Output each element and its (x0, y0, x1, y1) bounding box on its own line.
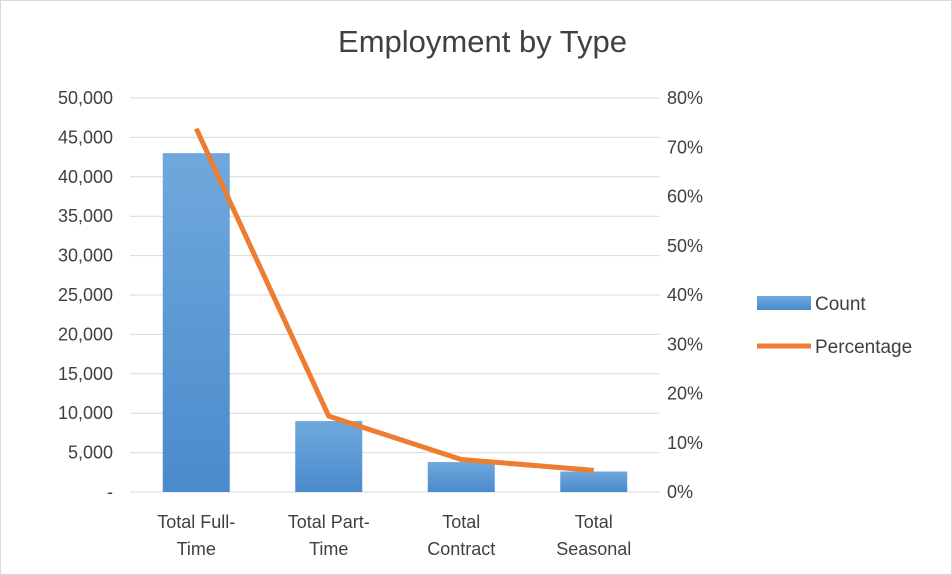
category-label: Contract (427, 539, 495, 559)
right-tick-label: 40% (667, 285, 703, 305)
legend-label-percentage: Percentage (815, 337, 912, 358)
right-tick-label: 10% (667, 433, 703, 453)
left-tick-label: 35,000 (58, 206, 113, 226)
left-tick-label: 25,000 (58, 285, 113, 305)
category-label: Total (575, 512, 613, 532)
right-tick-label: 70% (667, 137, 703, 157)
right-tick-label: 0% (667, 482, 693, 502)
left-tick-label: 15,000 (58, 364, 113, 384)
legend: Count Percentage (757, 294, 912, 358)
left-tick-label: 5,000 (68, 443, 113, 463)
legend-swatch-count (757, 296, 811, 310)
left-tick-label: 30,000 (58, 246, 113, 266)
left-tick-label: 45,000 (58, 127, 113, 147)
right-tick-label: 60% (667, 187, 703, 207)
bar-count (295, 421, 363, 492)
right-tick-label: 30% (667, 334, 703, 354)
left-tick-label: 20,000 (58, 324, 113, 344)
chart-title: Employment by Type (338, 24, 627, 59)
category-label: Total Part- (288, 512, 370, 532)
left-tick-label: - (107, 482, 113, 502)
right-tick-label: 20% (667, 384, 703, 404)
category-axis: Total Full- Time Total Part- Time Total Contr… (157, 512, 631, 559)
left-tick-label: 40,000 (58, 167, 113, 187)
category-label: Total Full- (157, 512, 235, 532)
bar-series (162, 153, 628, 492)
legend-label-count: Count (815, 294, 866, 315)
left-tick-label: 10,000 (58, 403, 113, 423)
right-axis: 0% 10% 20% 30% 40% 50% 60% 70% 80% (667, 88, 703, 502)
left-axis: - 5,000 10,000 15,000 20,000 25,000 30,000 35,0… (58, 88, 113, 502)
bar-count (560, 471, 628, 492)
right-tick-label: 50% (667, 236, 703, 256)
category-label: Time (177, 539, 216, 559)
bar-count (162, 153, 230, 492)
line-series (193, 127, 594, 473)
category-label: Total (442, 512, 480, 532)
category-label: Time (309, 539, 348, 559)
line-percentage (193, 127, 594, 473)
left-tick-label: 50,000 (58, 88, 113, 108)
right-tick-label: 80% (667, 88, 703, 108)
category-label: Seasonal (556, 539, 631, 559)
bar-count (427, 462, 495, 492)
